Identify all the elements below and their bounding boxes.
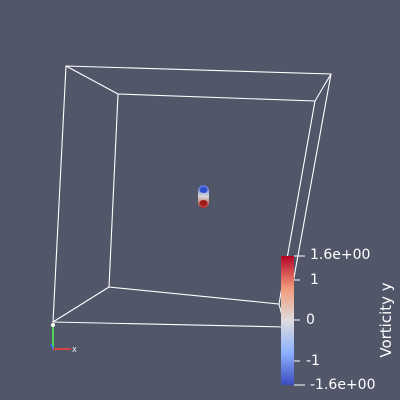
outline-edge [52, 286, 110, 323]
vortex-object[interactable] [198, 185, 209, 208]
x-axis-label: X [72, 346, 77, 354]
legend-tick-label-minus-one: -1 [306, 353, 320, 369]
vortex-positive-lobe [199, 200, 208, 206]
vortex-negative-lobe [199, 187, 208, 193]
legend-tick-label-zero: 0 [306, 312, 315, 328]
legend-max-label: 1.6e+00 [310, 247, 371, 263]
outline-edge [65, 65, 119, 95]
legend-tick-label-one: 1 [310, 272, 319, 288]
orientation-axes: X [50, 323, 77, 354]
outline-edge [314, 73, 332, 102]
color-legend-bar [281, 256, 294, 385]
legend-min-label: -1.6e+00 [310, 377, 376, 393]
z-axis-arrow [50, 343, 54, 350]
color-legend[interactable] [281, 255, 305, 386]
legend-title: Vorticity y [377, 282, 395, 358]
axes-origin-marker [51, 323, 55, 327]
